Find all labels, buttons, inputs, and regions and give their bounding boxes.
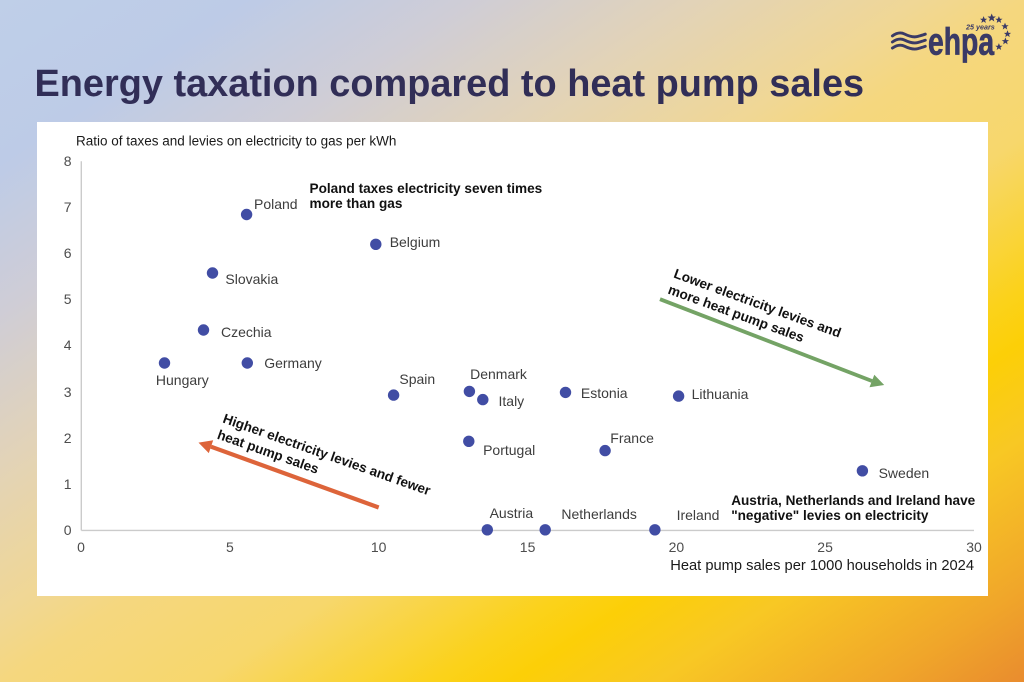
svg-text:ehpa: ehpa <box>928 22 994 64</box>
svg-text:25 years: 25 years <box>965 22 995 31</box>
